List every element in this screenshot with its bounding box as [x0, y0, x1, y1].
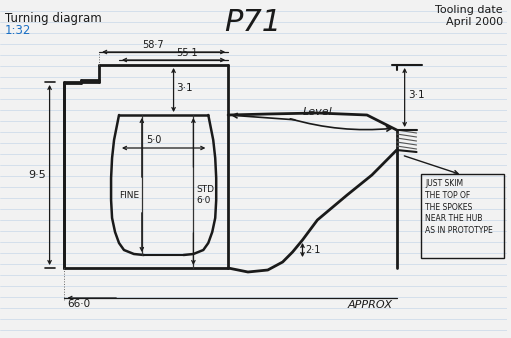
Text: Level: Level — [303, 107, 332, 117]
Text: 3·1: 3·1 — [176, 83, 193, 93]
Text: 1:32: 1:32 — [5, 24, 31, 37]
Text: FINE: FINE — [119, 191, 139, 199]
Text: 55·1: 55·1 — [176, 48, 198, 58]
Text: 66·0: 66·0 — [67, 299, 90, 309]
Text: APPROX: APPROX — [347, 300, 392, 310]
Text: Turning diagram: Turning diagram — [5, 12, 102, 25]
Text: 3·1: 3·1 — [409, 90, 425, 100]
Text: STD
6·0: STD 6·0 — [196, 185, 215, 205]
Text: Tooling date
April 2000: Tooling date April 2000 — [435, 5, 503, 27]
Text: P71: P71 — [224, 8, 282, 37]
Text: 5·0: 5·0 — [146, 135, 161, 145]
Text: JUST SKIM
THE TOP OF
THE SPOKES
NEAR THE HUB
AS IN PROTOTYPE: JUST SKIM THE TOP OF THE SPOKES NEAR THE… — [426, 179, 493, 235]
Text: 2·1: 2·1 — [306, 245, 321, 255]
Text: 58·7: 58·7 — [142, 40, 164, 50]
Text: 9·5: 9·5 — [28, 170, 45, 180]
